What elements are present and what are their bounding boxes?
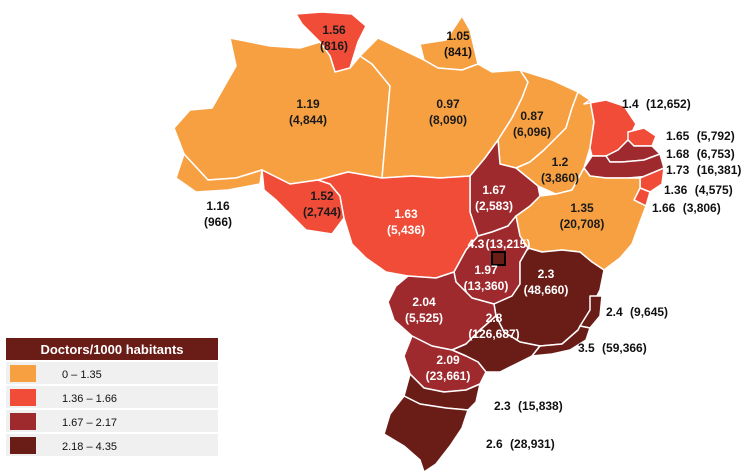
state-rio-de-janeiro: [531, 325, 591, 357]
rio-de-janeiro-label: 3.5 (59,366): [578, 341, 647, 355]
legend-swatch: [10, 365, 36, 382]
maranhao-rate: 0.87: [520, 109, 544, 123]
roraima-doctors: (816): [320, 39, 348, 53]
sergipe-doctors: (3,806): [683, 201, 721, 215]
distrito-federal-doctors: (13,215): [486, 237, 531, 251]
rio-grande-do-norte-doctors: (5,792): [697, 129, 735, 143]
legend-swatch: [10, 437, 36, 454]
acre-rate: 1.16: [206, 199, 230, 213]
ceara-doctors: (12,652): [646, 97, 691, 111]
pernambuco-rate: 1.73: [666, 163, 690, 177]
legend-row: 1.36 – 1.66: [6, 386, 218, 408]
state-regions: [173, 11, 665, 473]
legend-swatch: [10, 413, 36, 430]
amazonas-doctors: (4,844): [289, 113, 327, 127]
espirito-santo-doctors: (9,645): [630, 305, 668, 319]
goias-doctors: (13,360): [464, 279, 509, 293]
ceara-rate: 1.4: [622, 97, 639, 111]
rio-grande-do-norte-rate: 1.65: [666, 129, 690, 143]
goias-rate: 1.97: [474, 263, 498, 277]
legend-row: 2.18 – 4.35: [6, 434, 218, 456]
legend-label: 0 – 1.35: [62, 369, 102, 381]
rio-de-janeiro-rate: 3.5: [578, 341, 595, 355]
state-labels: 1.56 (816) 1.05 (841) 1.19 (4,844) 0.97 …: [204, 23, 741, 451]
rio-grande-do-norte-label: 1.65 (5,792): [666, 129, 735, 143]
para-doctors: (8,090): [429, 113, 467, 127]
amazonas-rate: 1.19: [296, 97, 320, 111]
piaui-rate: 1.2: [552, 155, 569, 169]
sao-paulo-doctors: (126,687): [468, 327, 519, 341]
mato-grosso-do-sul-rate: 2.04: [412, 295, 436, 309]
legend-row: 0 – 1.35: [6, 362, 218, 384]
para-rate: 0.97: [436, 97, 460, 111]
mato-grosso-do-sul-doctors: (5,525): [405, 311, 443, 325]
acre-doctors: (966): [204, 215, 232, 229]
state-rondonia: [261, 169, 345, 235]
legend-label: 1.67 – 2.17: [62, 417, 117, 429]
alagoas-rate: 1.36: [664, 183, 688, 197]
minas-gerais-rate: 2.3: [538, 267, 555, 281]
bahia-doctors: (20,708): [560, 217, 605, 231]
legend-row-bg: [6, 434, 218, 456]
espirito-santo-label: 2.4 (9,645): [606, 305, 668, 319]
sergipe-rate: 1.66: [652, 201, 676, 215]
legend-label: 2.18 – 4.35: [62, 441, 117, 453]
sergipe-label: 1.66 (3,806): [652, 201, 721, 215]
state-acre: [175, 153, 263, 193]
mato-grosso-doctors: (5,436): [387, 223, 425, 237]
parana-rate: 2.09: [436, 353, 460, 367]
alagoas-label: 1.36 (4,575): [664, 183, 733, 197]
santa-catarina-doctors: (15,838): [518, 399, 563, 413]
rio-grande-do-sul-rate: 2.6: [486, 437, 503, 451]
ceara-label: 1.4 (12,652): [622, 97, 691, 111]
legend-row-bg: [6, 386, 218, 408]
mato-grosso-rate: 1.63: [394, 207, 418, 221]
amapa-doctors: (841): [444, 45, 472, 59]
parana-doctors: (23,661): [426, 369, 471, 383]
rio-de-janeiro-doctors: (59,366): [602, 341, 647, 355]
pernambuco-label: 1.73 (16,381): [666, 163, 741, 177]
bahia-rate: 1.35: [570, 201, 594, 215]
paraiba-label: 1.68 (6,753): [666, 147, 735, 161]
roraima-rate: 1.56: [322, 23, 346, 37]
state-sao-paulo: [451, 315, 541, 373]
paraiba-doctors: (6,753): [697, 147, 735, 161]
amapa-rate: 1.05: [446, 29, 470, 43]
rio-grande-do-sul-label: 2.6 (28,931): [486, 437, 555, 451]
pernambuco-doctors: (16,381): [697, 163, 742, 177]
santa-catarina-rate: 2.3: [494, 399, 511, 413]
legend-row-bg: [6, 410, 218, 432]
minas-gerais-doctors: (48,660): [524, 283, 569, 297]
paraiba-rate: 1.68: [666, 147, 690, 161]
state-amazonas: [173, 37, 391, 185]
distrito-federal-rate: 4.3: [468, 237, 485, 251]
state-rio-grande-do-sul: [383, 395, 469, 473]
legend-label: 1.36 – 1.66: [62, 393, 117, 405]
legend-row: 1.67 – 2.17: [6, 410, 218, 432]
alagoas-doctors: (4,575): [695, 183, 733, 197]
tocantins-doctors: (2,583): [475, 199, 513, 213]
rio-grande-do-sul-doctors: (28,931): [510, 437, 555, 451]
espirito-santo-rate: 2.4: [606, 305, 623, 319]
legend-header: [6, 338, 218, 360]
legend-swatch: [10, 389, 36, 406]
piaui-doctors: (3,860): [541, 171, 579, 185]
tocantins-rate: 1.67: [482, 183, 506, 197]
rondonia-doctors: (2,744): [303, 205, 341, 219]
legend-row-bg: [6, 362, 218, 384]
maranhao-doctors: (6,096): [513, 125, 551, 139]
sao-paulo-rate: 2.8: [486, 311, 503, 325]
legend-title: Doctors/1000 habitants: [40, 342, 183, 357]
rondonia-rate: 1.52: [310, 189, 334, 203]
legend: Doctors/1000 habitants 0 – 1.35 1.36 – 1…: [6, 338, 218, 456]
santa-catarina-label: 2.3 (15,838): [494, 399, 563, 413]
state-distrito-federal: [491, 251, 506, 266]
